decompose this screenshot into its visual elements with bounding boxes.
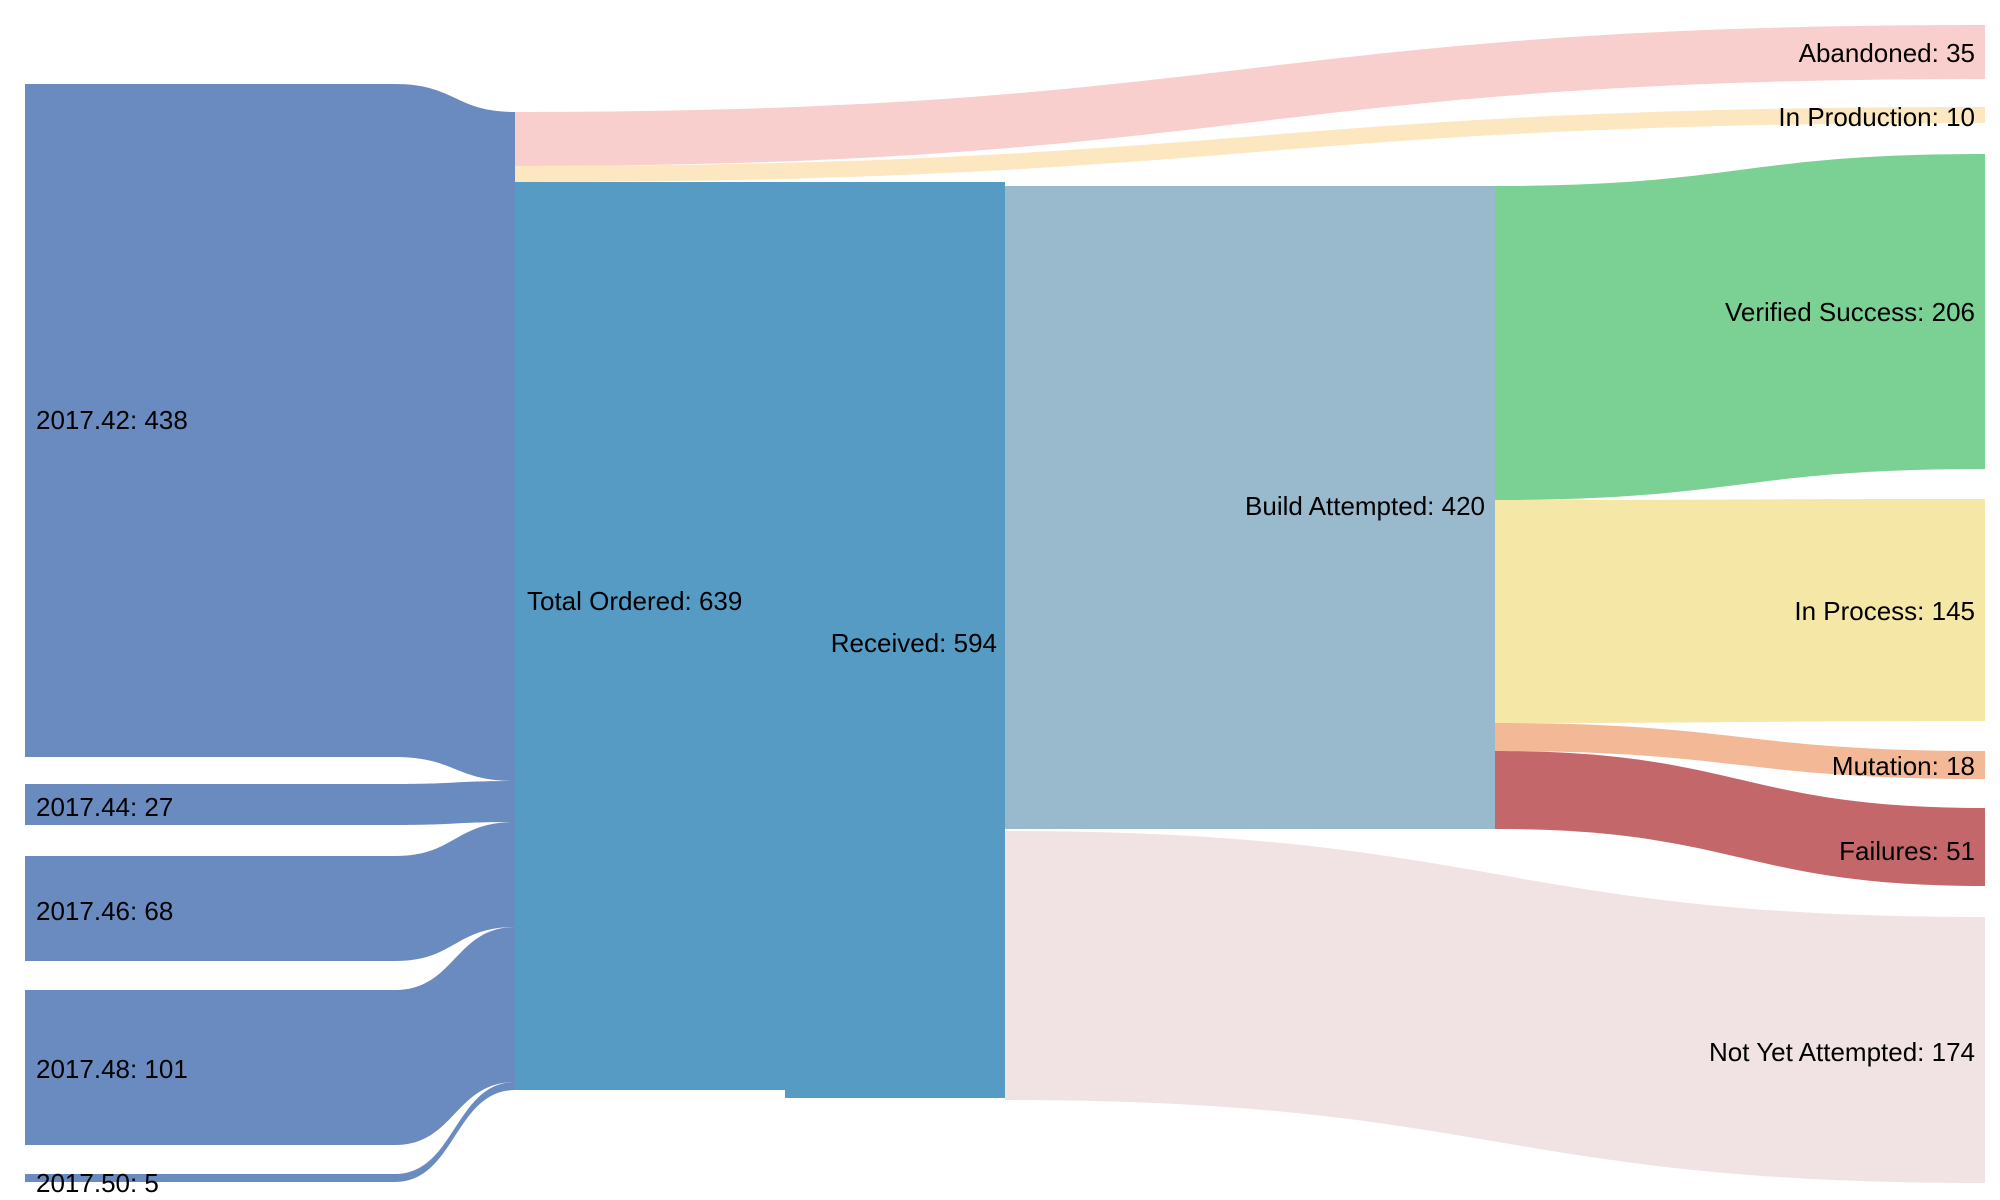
node-w46 [25,856,395,961]
sankey-nodes [25,84,1495,1182]
link-build-mutation [1495,723,1985,779]
link-build-failures [1495,751,1985,886]
node-w48 [25,990,395,1145]
link-w46-total [395,822,515,961]
node-w44 [25,784,395,825]
label-verified: Verified Success: 206 [1725,297,1975,327]
link-w42-total [395,84,515,781]
sankey-links [395,25,1985,1183]
link-total-abandoned [515,25,1985,166]
node-w50 [25,1174,395,1182]
link-build-inprocess [1495,499,1985,723]
link-w44-total [395,781,515,825]
link-build-verified [1495,154,1985,500]
link-total-inproduction [515,107,1985,182]
node-build [1005,186,1495,829]
node-received [785,189,1005,1098]
link-received-notyet [1005,831,1985,1183]
label-mutation: Mutation: 18 [1832,751,1975,781]
label-w50: 2017.50: 5 [36,1168,159,1198]
label-failures: Failures: 51 [1839,836,1975,866]
label-inprocess: In Process: 145 [1794,596,1975,626]
label-inproduction: In Production: 10 [1778,102,1975,132]
label-received: Received: 594 [831,628,997,658]
node-w42 [25,84,395,757]
label-total: Total Ordered: 639 [527,586,742,616]
link-w50-total [395,1082,515,1182]
label-w44: 2017.44: 27 [36,792,173,822]
label-w48: 2017.48: 101 [36,1054,188,1084]
link-w48-total [395,927,515,1145]
sankey-labels: 2017.42: 438 2017.44: 27 2017.46: 68 2017.4… [36,38,1975,1198]
label-w42: 2017.42: 438 [36,405,188,435]
label-build: Build Attempted: 420 [1245,491,1485,521]
label-notyet: Not Yet Attempted: 174 [1709,1037,1975,1067]
label-abandoned: Abandoned: 35 [1799,38,1975,68]
label-w46: 2017.46: 68 [36,896,173,926]
